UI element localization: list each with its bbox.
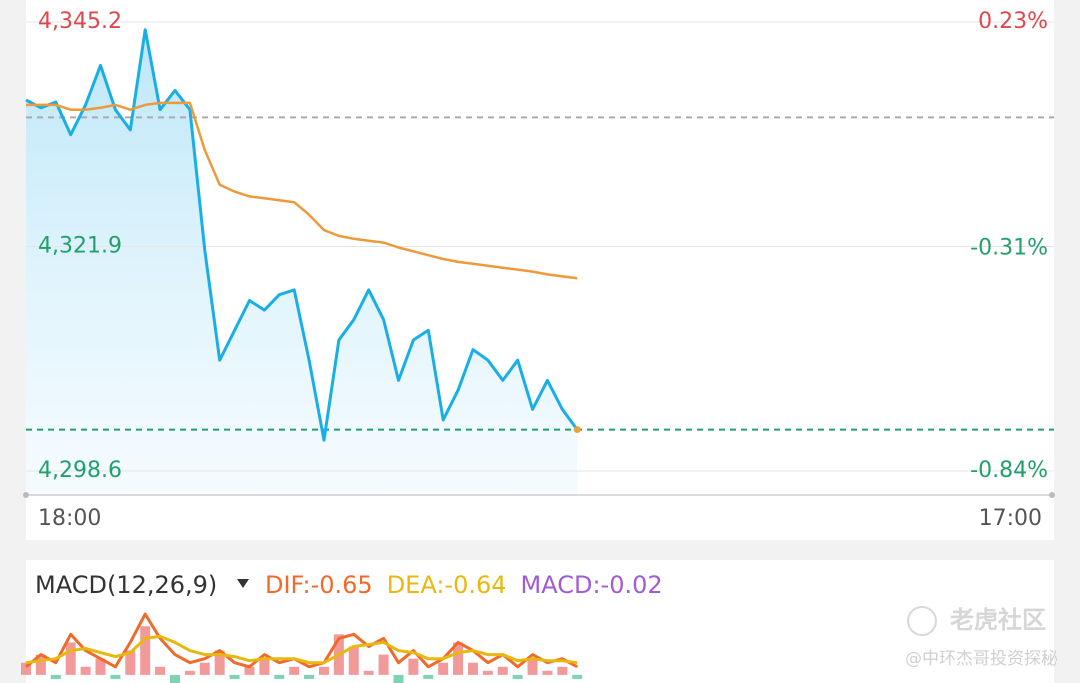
average-line: [26, 101, 578, 280]
macd-bar: [453, 642, 464, 675]
macd-legend: DIF:-0.65: [265, 571, 373, 599]
macd-bar: [542, 670, 553, 675]
macd-line: [25, 612, 578, 669]
macd-bar: [408, 658, 419, 675]
axis-end-dot: [23, 492, 29, 498]
macd-bar: [229, 674, 240, 679]
x-tick-label: 17:00: [979, 506, 1042, 531]
macd-bar: [438, 662, 449, 675]
macd-bar: [214, 650, 225, 675]
macd-line: [25, 634, 578, 665]
macd-bar: [527, 658, 538, 675]
macd-legend: DEA:-0.64: [387, 571, 507, 599]
macd-bar: [184, 670, 195, 675]
macd-bar: [572, 674, 583, 679]
y2-tick-label: 0.23%: [978, 9, 1048, 34]
macd-bar: [304, 674, 315, 679]
macd-bar: [199, 662, 210, 675]
macd-bar: [378, 654, 389, 675]
watermark-icon: [907, 606, 937, 636]
macd-bar: [363, 670, 374, 675]
y2-tick-label: -0.84%: [970, 458, 1048, 483]
watermark-brand: 老虎社区: [950, 606, 1046, 634]
macd-bar: [318, 666, 329, 675]
macd-bar: [50, 674, 61, 679]
watermark-author: @中环杰哥投资探秘: [905, 649, 1058, 669]
macd-bar: [244, 666, 255, 675]
macd-legend: MACD:-0.02: [521, 571, 663, 599]
y2-tick-label: -0.31%: [970, 236, 1048, 261]
macd-bar: [95, 658, 106, 675]
macd-bar: [80, 666, 91, 675]
axis-end-dot: [1049, 492, 1055, 498]
macd-bar: [482, 670, 493, 675]
macd-bar: [423, 674, 434, 679]
price-area: [26, 29, 578, 495]
macd-bar: [467, 662, 478, 675]
macd-bar: [110, 674, 121, 679]
macd-panel: [26, 560, 1054, 683]
macd-bar: [140, 626, 151, 675]
x-tick-label: 18:00: [38, 506, 101, 531]
macd-bar: [557, 666, 568, 675]
y-tick-label: 4,298.6: [38, 458, 122, 483]
macd-bar: [274, 674, 285, 679]
dropdown-icon[interactable]: [237, 579, 249, 588]
macd-bar: [21, 662, 31, 675]
macd-bar: [155, 666, 166, 675]
watermark: 老虎社区 @中环杰哥投资探秘: [905, 606, 1058, 669]
macd-bar: [169, 674, 180, 683]
macd-bar: [512, 674, 523, 679]
macd-bar: [348, 646, 359, 675]
macd-bar: [497, 666, 508, 675]
macd-bar: [125, 650, 136, 675]
macd-bar: [289, 666, 300, 675]
macd-bar: [35, 654, 46, 675]
macd-bar: [65, 642, 76, 675]
last-point: [573, 426, 581, 434]
y-tick-label: 4,345.2: [38, 9, 122, 34]
y-tick-label: 4,321.9: [38, 234, 122, 259]
macd-title[interactable]: MACD(12,26,9): [35, 571, 217, 599]
macd-bar: [259, 658, 270, 675]
price-line: [25, 28, 579, 442]
macd-bar: [393, 674, 404, 683]
